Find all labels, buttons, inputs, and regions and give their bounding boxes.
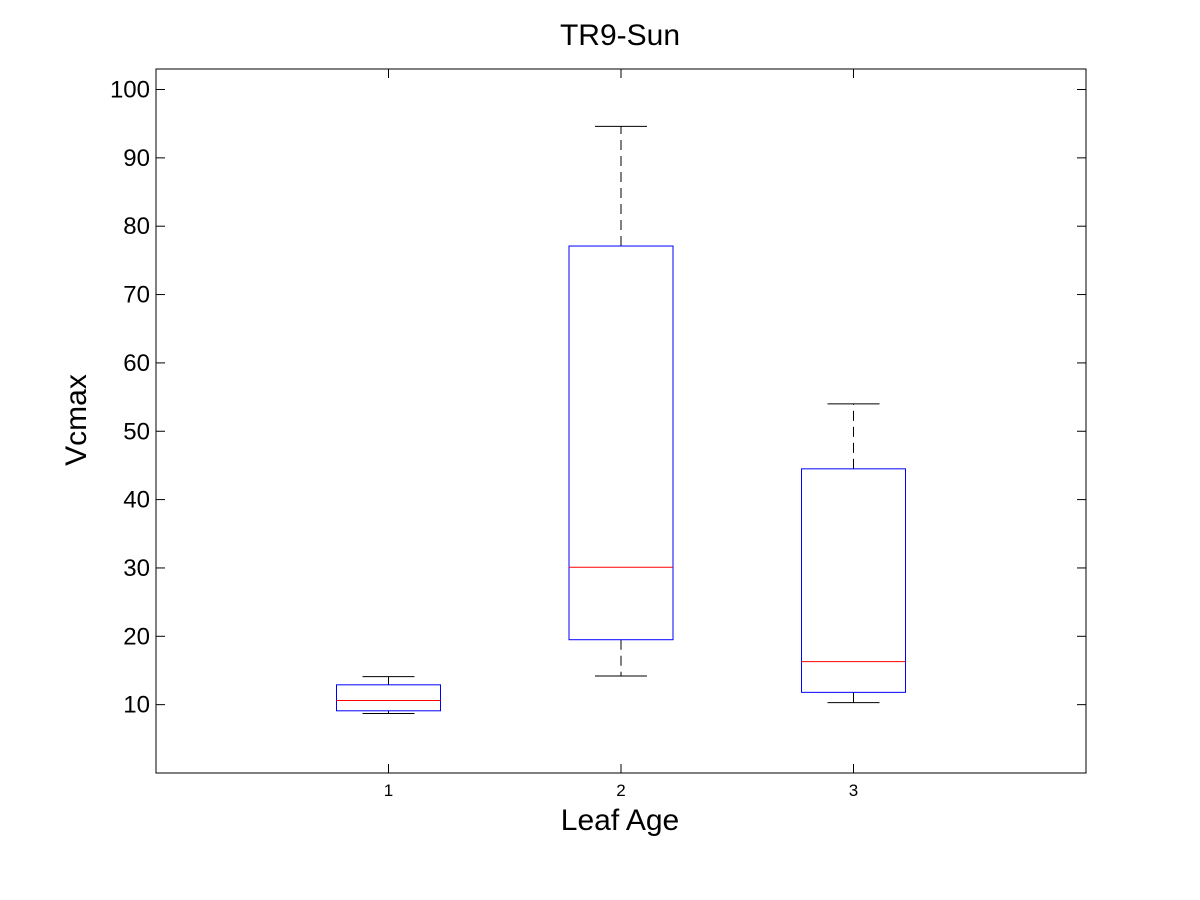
iqr-box (336, 684, 441, 712)
box-group (336, 676, 441, 715)
y-tick-label: 20 (123, 623, 150, 650)
box-group (801, 403, 906, 704)
boxes-layer (336, 125, 906, 715)
iqr-box (801, 468, 906, 693)
y-tick-label: 50 (123, 418, 150, 445)
x-tick-label: 1 (384, 781, 393, 800)
iqr-box (568, 245, 674, 641)
y-tick-label: 80 (123, 213, 150, 240)
box-group (568, 125, 674, 677)
y-tick-label: 90 (123, 145, 150, 172)
y-tick-label: 70 (123, 282, 150, 309)
y-tick-label: 10 (123, 692, 150, 719)
y-tick-label: 100 (110, 77, 150, 104)
y-tick-label: 60 (123, 350, 150, 377)
chart-title: TR9-Sun (560, 19, 680, 52)
y-tick-label: 40 (123, 487, 150, 514)
y-tick-label: 30 (123, 555, 150, 582)
x-axis-title: Leaf Age (561, 804, 679, 837)
ticks-layer: 10 20 30 40 50 60 70 80 90 100 1 2 3 (110, 69, 1086, 800)
x-tick-label: 3 (849, 781, 858, 800)
x-tick-label: 2 (616, 781, 625, 800)
y-axis-title: Vcmax (60, 374, 93, 466)
